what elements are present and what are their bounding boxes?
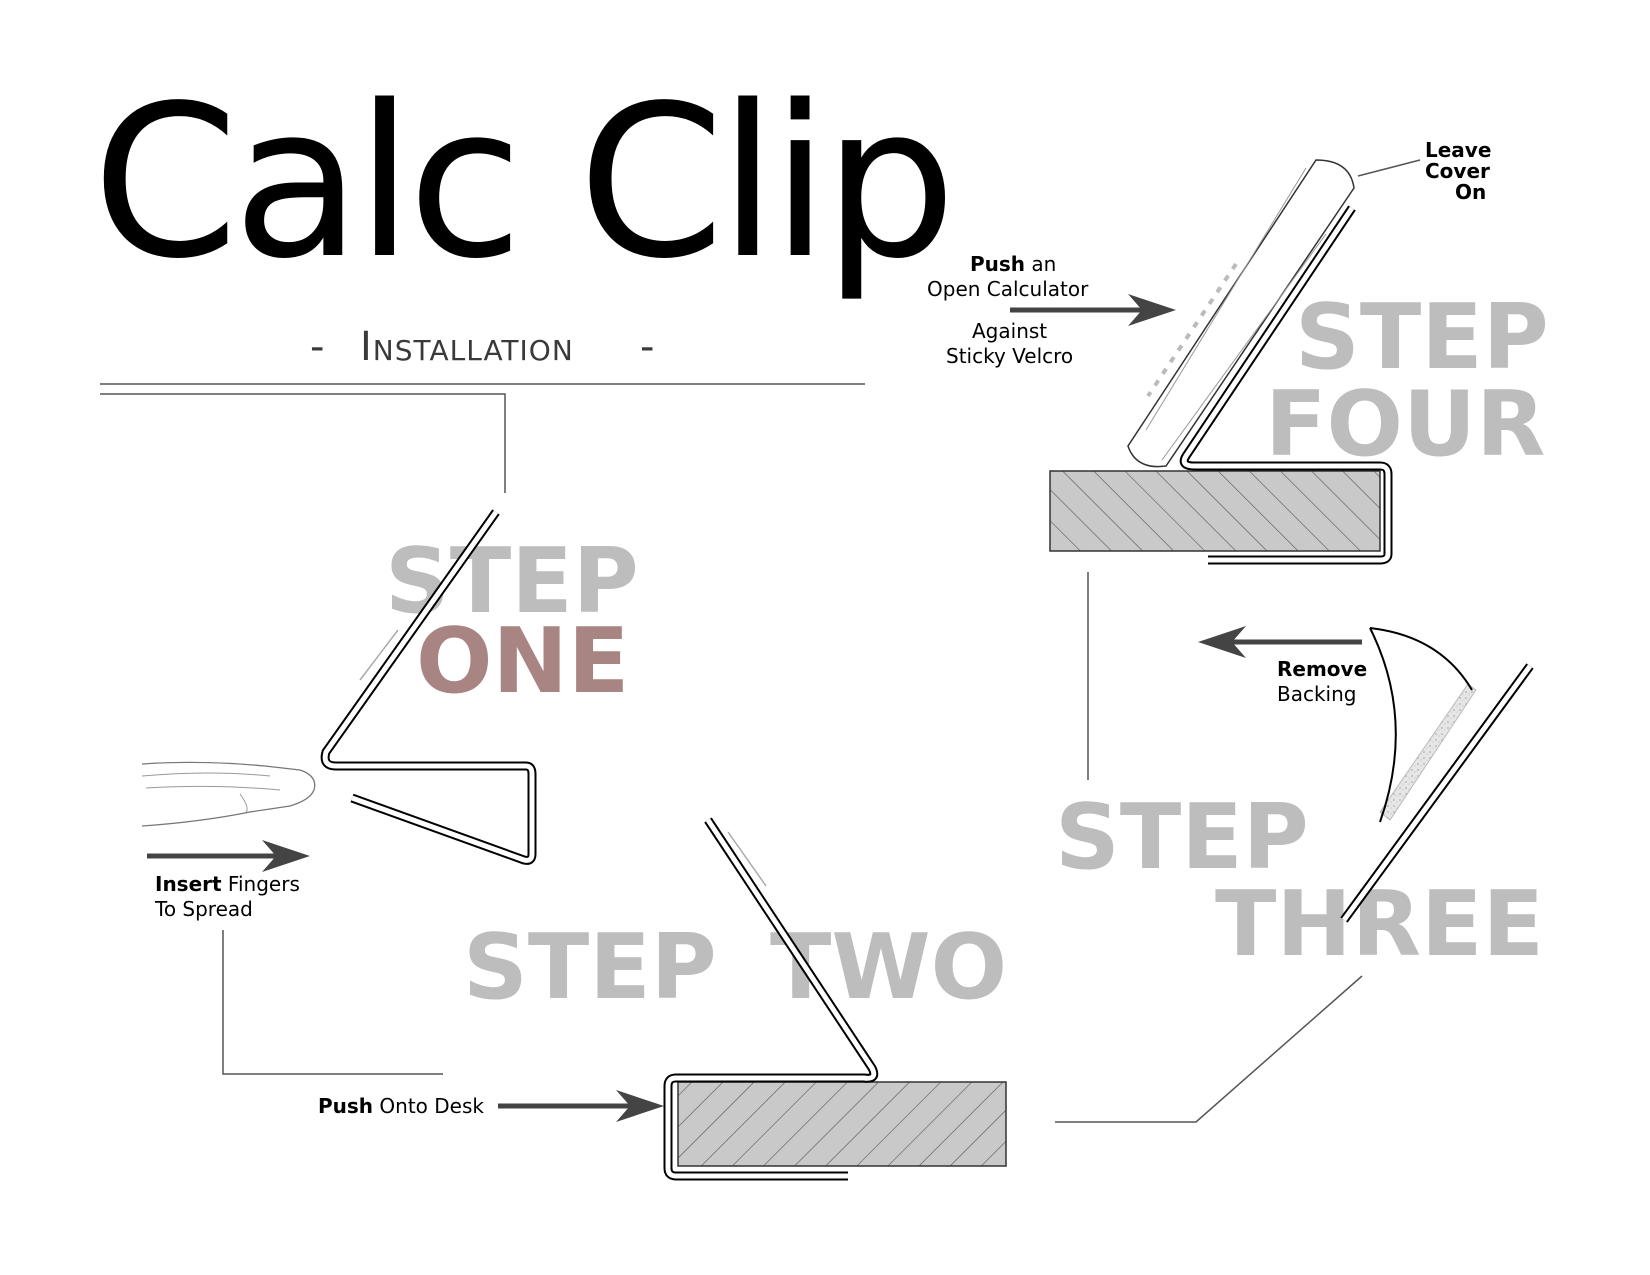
step-four-label: STEP: [1295, 285, 1549, 390]
caption-sticky-velcro: Sticky Velcro: [946, 344, 1073, 368]
arrow-icon: [147, 840, 310, 872]
arrow-icon: [498, 1090, 664, 1122]
subtitle-dash-left: -: [310, 324, 324, 370]
caption-open-calculator: Open Calculator: [927, 277, 1089, 301]
caption-push-an: Push an: [970, 252, 1056, 276]
subtitle-dash-right: -: [640, 324, 654, 370]
step-one-group: STEP ONE Insert Fingers To Spread: [141, 509, 639, 921]
flow-line-two-to-three: [1055, 975, 1363, 1123]
step-one-number: ONE: [416, 609, 629, 714]
step-four-number: FOUR: [1265, 372, 1545, 477]
arrow-icon: [1198, 626, 1362, 658]
desk-icon: [1049, 470, 1381, 552]
velcro-strip: [727, 831, 767, 887]
caption-cover: Cover: [1425, 159, 1490, 183]
page-subtitle: Installation: [360, 324, 574, 370]
arrow-icon: [1010, 294, 1176, 326]
caption-push-onto-desk: Push Onto Desk: [318, 1094, 484, 1118]
step-two-group: STEP TWO Push Onto Desk: [318, 817, 1007, 1181]
step-four-group: STEP FOUR Leave Cover On Push an Open Ca…: [927, 138, 1549, 565]
desk-icon: [677, 1081, 1007, 1167]
caption-insert: Insert Fingers: [155, 872, 300, 896]
velcro-strip: [359, 629, 399, 681]
step-three-label: STEP: [1055, 785, 1309, 890]
clip-icon: [663, 817, 879, 1181]
caption-against: Against: [972, 319, 1047, 343]
hand-icon: [141, 761, 316, 827]
step-three-number: THREE: [1215, 872, 1544, 977]
caption-to-spread: To Spread: [154, 897, 253, 921]
page-title: Calc Clip: [92, 60, 951, 305]
caption-on: On: [1455, 180, 1486, 204]
velcro-backing-icon: [1379, 683, 1477, 821]
clip-icon: [1340, 663, 1534, 923]
clip-icon: [1179, 205, 1393, 565]
step-three-group: STEP THREE Remove Backing: [1055, 626, 1544, 977]
callout-line-cover: [1357, 159, 1421, 177]
backing-peel: [1369, 627, 1473, 823]
flow-line-one-to-two: [222, 930, 443, 1075]
clip-icon: [320, 509, 537, 865]
step-two-label: STEP: [463, 915, 717, 1020]
caption-remove: Remove: [1277, 657, 1367, 681]
calculator-icon: [1127, 159, 1355, 468]
caption-backing: Backing: [1277, 682, 1356, 706]
caption-leave: Leave: [1425, 138, 1491, 162]
flow-line-title-to-one: [100, 393, 506, 493]
